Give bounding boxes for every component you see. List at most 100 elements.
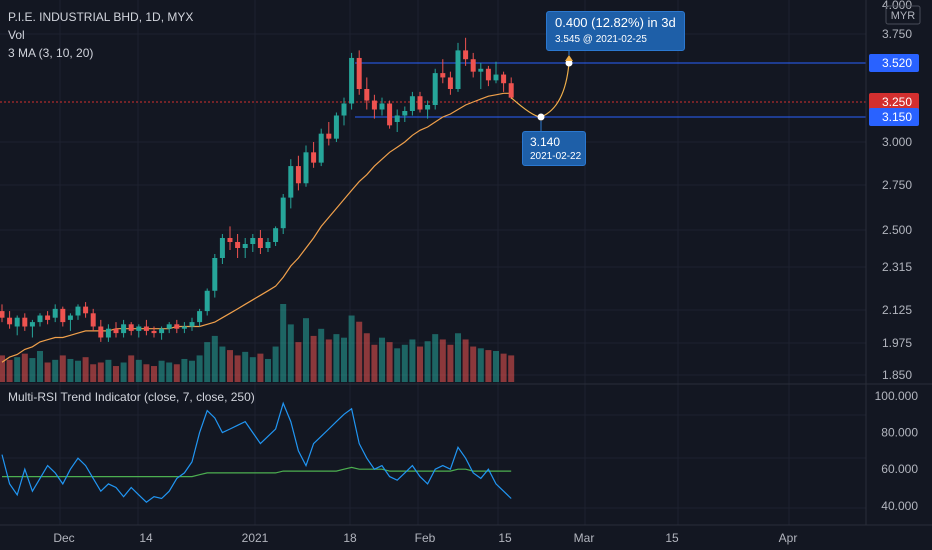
candle-body [303,152,309,184]
candle-body [394,115,400,122]
volume-bar [135,359,142,382]
volume-bar [219,346,226,382]
price-tag-box [869,108,919,126]
volume-bar [310,335,317,382]
volume-bar [52,359,59,382]
volume-bar [325,339,332,382]
candle-body [90,313,96,327]
rsi-fast-line [1,401,512,503]
volume-bar [401,344,408,382]
volume-bar [82,357,89,382]
time-tick-label: Mar [574,531,595,545]
price-tick-label: 3.750 [882,27,912,41]
volume-bar [508,355,515,382]
time-tick-label: 15 [498,531,512,545]
candle-body [364,89,370,101]
projection-callout[interactable]: 0.400 (12.82%) in 3d 3.545 @ 2021-02-25 [546,11,685,51]
moving-average [1,92,512,363]
candle-body [508,83,514,98]
candle-body [197,311,203,323]
price-tag-label: 3.520 [882,56,912,70]
candle-body [501,74,507,84]
volume-bar [113,366,119,382]
volume-bar [21,353,28,382]
candle-body [128,324,134,331]
volume-bar [348,315,355,382]
candle-body [417,96,423,110]
candle-body [45,315,51,320]
volume-bar [128,355,135,382]
volume-bar [485,350,492,382]
volume-bar [295,342,302,382]
candle-body [265,242,271,248]
price-tag-box [869,54,919,72]
last-price-box [869,93,919,111]
volume-bar [151,366,157,382]
volume-bar [189,360,195,382]
time-tick-label: 15 [665,531,679,545]
candle-body [478,68,484,72]
candle-body [493,74,499,81]
rsi-label: Multi-RSI Trend Indicator (close, 7, clo… [8,390,255,404]
volume-bar [75,360,81,382]
candle-body [470,59,476,72]
time-tick-label: 14 [139,531,153,545]
volume-bar [447,344,454,382]
volume-bar [287,324,294,382]
time-tick-label: Apr [779,531,798,545]
candle-body [204,290,210,312]
volume-bar [455,333,461,382]
rsi-slow-line [2,466,512,478]
volume-bar [462,339,469,382]
candle-body [242,244,248,248]
last-price-label: 3.250 [882,95,912,109]
candle-body [151,330,157,334]
rsi-tick-label: 60.000 [881,462,918,476]
volume-bar [211,335,218,382]
projection-low-point [537,113,545,121]
candle-body [105,328,111,338]
volume-bar [37,350,43,382]
candle-body [402,111,408,116]
candle-body [37,315,43,323]
volume-label: Vol [8,28,25,42]
volume-bar [356,321,363,382]
candle-body [235,242,241,248]
volume-bar [386,342,393,382]
rsi-tick-label: 100.000 [875,389,919,403]
candle-body [311,152,317,163]
candle-body [379,103,385,110]
candle-body [356,57,362,89]
candle-body [425,105,431,110]
candle-body [7,317,13,325]
candle-body [52,308,58,318]
candle-body [295,166,301,184]
currency-box [885,5,921,25]
volume-bar [105,359,112,382]
rsi-panel [1,401,512,503]
volume-bar [143,364,150,382]
volume-bar [394,348,401,382]
candle-body [463,50,469,60]
volume-bar [158,360,165,382]
volume-bar [234,355,241,382]
candle-body [341,103,347,116]
low-callout[interactable]: 3.140 2021-02-22 [522,131,586,166]
candle-body [60,308,66,323]
candle-body [0,311,5,318]
price-candles [0,37,514,342]
price-tick-label: 2.125 [882,303,912,317]
volume-bar [44,362,51,382]
candle-body [280,197,286,229]
candle-body [181,326,187,329]
price-tag-label: 3.150 [882,110,912,124]
candle-body [121,324,127,334]
candle-body [113,328,119,334]
price-tick-label: 2.315 [882,260,912,274]
candle-body [98,326,104,338]
volume-bar [409,339,416,382]
volume-bar [173,364,180,382]
volume-bar [424,341,431,382]
volume-bar [318,328,325,382]
